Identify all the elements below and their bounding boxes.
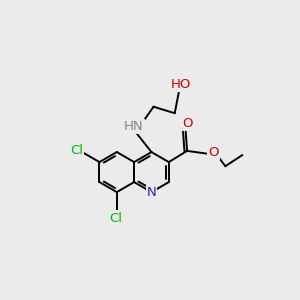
Text: HN: HN [124, 120, 144, 133]
Text: Cl: Cl [70, 144, 83, 157]
Text: O: O [208, 146, 219, 159]
Text: O: O [182, 117, 192, 130]
Text: HO: HO [170, 78, 191, 91]
Text: N: N [147, 186, 156, 199]
Text: Cl: Cl [109, 212, 122, 224]
